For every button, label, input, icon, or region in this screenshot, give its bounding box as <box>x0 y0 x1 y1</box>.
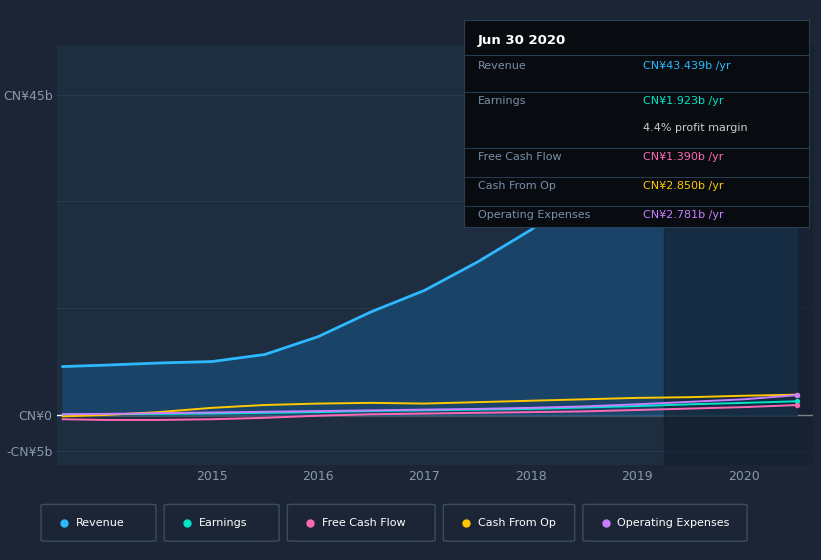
FancyBboxPatch shape <box>443 505 575 541</box>
Point <box>791 101 804 110</box>
FancyBboxPatch shape <box>41 505 156 541</box>
Text: Free Cash Flow: Free Cash Flow <box>478 152 562 162</box>
Text: CN¥1.923b /yr: CN¥1.923b /yr <box>643 96 723 106</box>
FancyBboxPatch shape <box>164 505 279 541</box>
Text: Earnings: Earnings <box>478 96 526 106</box>
Text: CN¥2.850b /yr: CN¥2.850b /yr <box>643 181 723 191</box>
Text: Operating Expenses: Operating Expenses <box>478 210 590 220</box>
Point <box>791 390 804 399</box>
Point <box>791 397 804 406</box>
Text: Revenue: Revenue <box>76 518 124 528</box>
Text: CN¥43.439b /yr: CN¥43.439b /yr <box>643 61 731 71</box>
Text: Jun 30 2020: Jun 30 2020 <box>478 34 566 47</box>
Text: CN¥1.390b /yr: CN¥1.390b /yr <box>643 152 723 162</box>
FancyBboxPatch shape <box>583 505 747 541</box>
Text: Earnings: Earnings <box>199 518 247 528</box>
Point <box>791 391 804 400</box>
FancyBboxPatch shape <box>287 505 435 541</box>
Bar <box>664 45 818 465</box>
Text: CN¥2.781b /yr: CN¥2.781b /yr <box>643 210 724 220</box>
Text: Operating Expenses: Operating Expenses <box>617 518 730 528</box>
Point <box>791 400 804 409</box>
Text: Cash From Op: Cash From Op <box>478 181 556 191</box>
Text: Free Cash Flow: Free Cash Flow <box>322 518 406 528</box>
Text: 4.4% profit margin: 4.4% profit margin <box>643 123 748 133</box>
Text: Revenue: Revenue <box>478 61 526 71</box>
Text: Cash From Op: Cash From Op <box>478 518 556 528</box>
